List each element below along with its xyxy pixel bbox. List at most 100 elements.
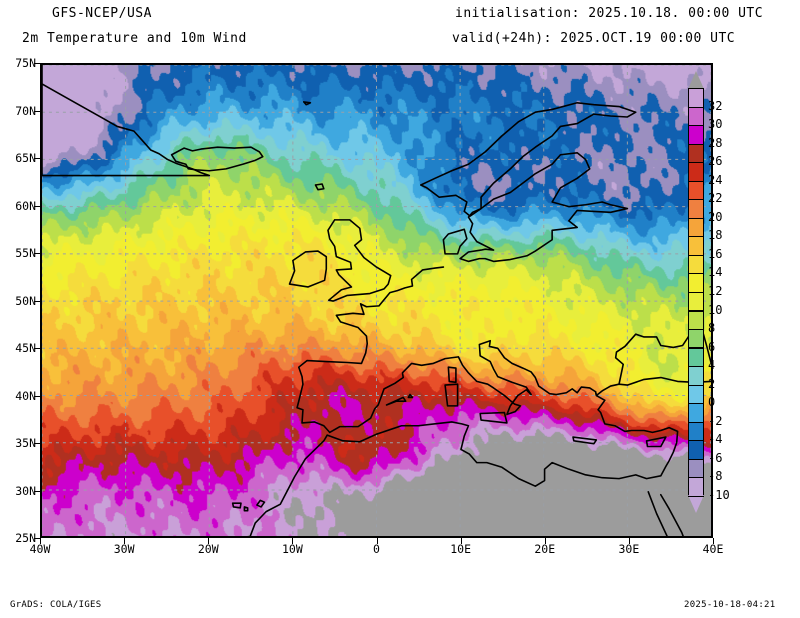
initialisation-label: initialisation: 2025.10.18. 00:00 UTC bbox=[455, 6, 764, 21]
lon-tick-mark bbox=[628, 538, 630, 544]
colorbar-segment bbox=[689, 255, 703, 275]
lat-tick-label: 35N bbox=[15, 436, 36, 450]
lon-tick-label: 40E bbox=[702, 542, 724, 556]
colorbar-tick-mark bbox=[688, 236, 704, 238]
colorbar-tick-label: -10 bbox=[708, 488, 730, 502]
valid-time-label: valid(+24h): 2025.OCT.19 00:00 UTC bbox=[452, 31, 736, 46]
colorbar-segment bbox=[689, 478, 703, 497]
colorbar-tick-label: 16 bbox=[708, 246, 723, 261]
colorbar-tick-mark bbox=[688, 366, 704, 368]
lat-tick-mark bbox=[34, 63, 40, 64]
colorbar-tick-mark bbox=[688, 143, 704, 145]
colorbar-segment bbox=[689, 200, 703, 219]
colorbar-segment bbox=[689, 348, 703, 367]
colorbar-segment bbox=[689, 292, 703, 312]
lat-tick-label: 45N bbox=[15, 341, 36, 355]
lat-tick-label: 25N bbox=[15, 531, 36, 545]
lon-tick-mark bbox=[544, 538, 546, 544]
lat-tick-label: 60N bbox=[15, 198, 36, 213]
colorbar-tick-mark bbox=[688, 440, 704, 442]
lon-tick-label: 20E bbox=[534, 542, 556, 556]
lon-tick-mark bbox=[460, 538, 462, 544]
lat-tick-mark bbox=[34, 253, 40, 254]
lat-tick-mark bbox=[34, 348, 40, 349]
colorbar-tick-label: 18 bbox=[708, 228, 723, 243]
lon-tick-mark bbox=[40, 538, 41, 544]
lon-tick-label: 0 bbox=[373, 542, 380, 556]
lon-tick-label: 20W bbox=[197, 542, 219, 556]
lat-tick-mark bbox=[34, 395, 40, 397]
colorbar-tick-mark bbox=[688, 273, 704, 275]
colorbar-segment bbox=[689, 441, 703, 460]
lat-tick-label: 55N bbox=[15, 246, 36, 260]
colorbar-tick-label: 10 bbox=[708, 302, 723, 317]
colorbar-segment bbox=[689, 89, 703, 108]
colorbar-segment bbox=[689, 237, 703, 256]
lon-tick-mark bbox=[124, 538, 126, 544]
colorbar-tick-label: 20 bbox=[708, 209, 723, 224]
temperature-colorbar[interactable] bbox=[688, 88, 704, 497]
lon-tick-label: 10W bbox=[281, 542, 303, 556]
temperature-field bbox=[42, 65, 711, 536]
colorbar-tick-mark bbox=[688, 496, 704, 497]
colorbar-tick-mark bbox=[688, 458, 704, 460]
colorbar-segment bbox=[689, 218, 703, 238]
colorbar-tick-mark bbox=[688, 310, 704, 312]
colorbar-tick-label: -2 bbox=[708, 413, 723, 428]
colorbar-segment bbox=[689, 385, 703, 405]
lat-tick-label: 30N bbox=[15, 483, 36, 498]
lat-tick-mark bbox=[34, 205, 40, 207]
colorbar-tick-label: 0 bbox=[708, 395, 716, 410]
colorbar-tick-mark bbox=[688, 162, 704, 164]
timestamp-label: 2025-10-18-04:21 bbox=[684, 600, 776, 610]
credit-label: GrADS: COLA/IGES bbox=[10, 600, 102, 610]
colorbar-tick-label: -6 bbox=[708, 450, 723, 465]
colorbar-segment bbox=[689, 366, 703, 386]
colorbar-tick-mark bbox=[688, 217, 704, 219]
model-source-label: GFS-NCEP/USA bbox=[52, 6, 152, 21]
colorbar-tick-label: 32 bbox=[708, 98, 723, 113]
colorbar-segment bbox=[689, 107, 703, 127]
colorbar-tick-label: 26 bbox=[708, 154, 723, 169]
lat-tick-label: 50N bbox=[15, 293, 36, 308]
lat-tick-mark bbox=[34, 538, 40, 539]
colorbar-tick-mark bbox=[688, 329, 704, 331]
lon-tick-mark bbox=[208, 538, 210, 544]
lat-tick-label: 40N bbox=[15, 388, 36, 403]
lon-tick-mark bbox=[292, 538, 294, 544]
lon-tick-mark bbox=[713, 538, 714, 544]
colorbar-segment bbox=[689, 422, 703, 442]
colorbar-segment bbox=[689, 144, 703, 164]
colorbar-tick-label: 6 bbox=[708, 339, 716, 354]
colorbar-tick-mark bbox=[688, 125, 704, 127]
lat-tick-label: 75N bbox=[15, 56, 36, 70]
lat-tick-mark bbox=[34, 158, 40, 159]
lat-tick-mark bbox=[34, 300, 40, 302]
colorbar-tick-label: -8 bbox=[708, 469, 723, 484]
lat-tick-label: 65N bbox=[15, 151, 36, 165]
colorbar-segment bbox=[689, 404, 703, 423]
colorbar-tick-label: 8 bbox=[708, 321, 716, 336]
colorbar-tick-mark bbox=[688, 347, 704, 349]
colorbar-segment bbox=[689, 181, 703, 201]
field-title-label: 2m Temperature and 10m Wind bbox=[22, 31, 247, 46]
colorbar-tick-label: 12 bbox=[708, 284, 723, 298]
colorbar-tick-label: 4 bbox=[708, 358, 716, 373]
lon-tick-label: 10E bbox=[450, 542, 472, 556]
lat-tick-mark bbox=[34, 110, 40, 112]
colorbar-tick-mark bbox=[688, 199, 704, 201]
colorbar-segment bbox=[689, 163, 703, 182]
colorbar-segment bbox=[689, 459, 703, 479]
colorbar-segment bbox=[689, 329, 703, 349]
colorbar-segment bbox=[689, 126, 703, 145]
colorbar-tick-mark bbox=[688, 384, 704, 386]
colorbar-tick-label: 30 bbox=[708, 117, 723, 132]
colorbar-tick-label: 24 bbox=[708, 172, 723, 187]
colorbar-tick-label: 28 bbox=[708, 135, 723, 150]
temperature-map-plot bbox=[40, 63, 713, 538]
colorbar-segment bbox=[689, 274, 703, 293]
lon-tick-mark bbox=[376, 538, 378, 544]
colorbar-segment bbox=[689, 311, 703, 330]
colorbar-tick-label: -4 bbox=[708, 432, 723, 447]
colorbar-tick-label: 22 bbox=[708, 191, 723, 206]
